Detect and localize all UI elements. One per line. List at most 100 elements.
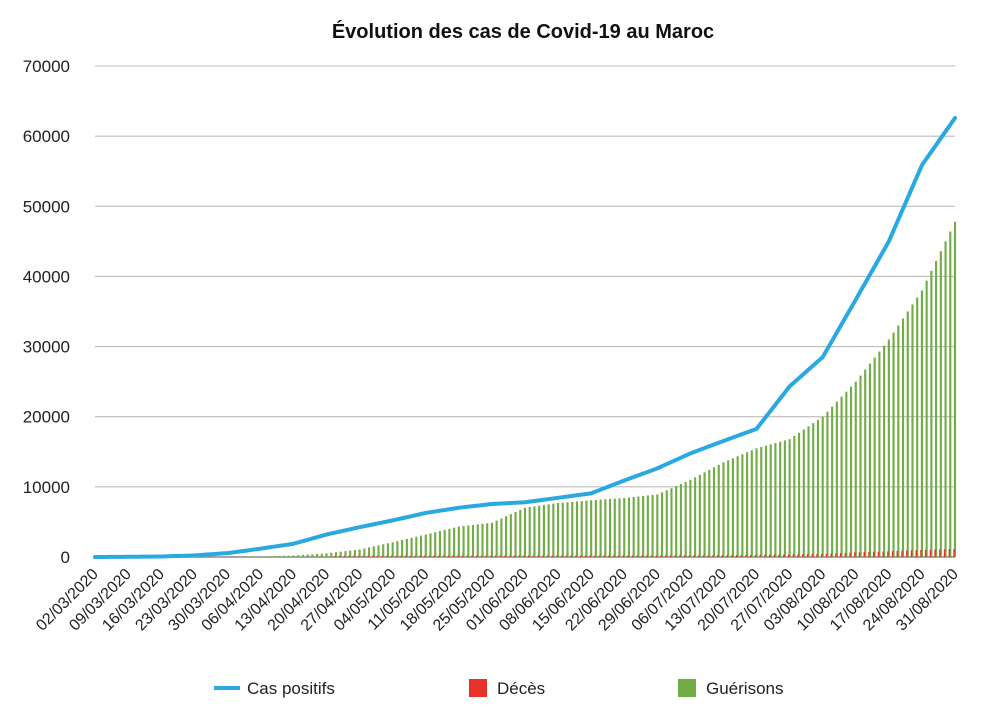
deces-bar [339,555,341,557]
guerisons-bar [325,553,328,557]
y-tick-label: 0 [61,548,70,567]
guerisons-bar [679,484,682,557]
deces-bar [390,555,393,557]
deces-bar [759,554,762,557]
guerisons-bar [594,499,597,557]
deces-bar [395,555,398,557]
deces-bar [891,551,894,557]
guerisons-bar [372,546,375,557]
y-tick-label: 60000 [23,127,70,146]
deces-bar [924,549,927,557]
guerisons-bar [821,416,824,557]
deces-bar [769,554,771,557]
deces-bar [589,555,591,557]
guerisons-bar [486,523,489,557]
guerisons-bar [443,529,446,557]
guerisons-bar [722,462,725,557]
deces-bar [858,552,861,557]
guerisons-bar [287,555,290,557]
deces-bar [551,555,554,557]
deces-bar [887,551,889,557]
deces-bar [457,555,459,557]
deces-bar [863,552,866,557]
guerisons-bar [901,318,905,557]
guerisons-bar [769,444,772,557]
deces-bar [877,551,880,557]
guerisons-bar [330,552,333,557]
guerisons-bar [268,556,271,557]
deces-bar [735,555,738,557]
guerisons-bar [831,406,834,557]
deces-bar [688,555,691,557]
guerisons-bar [741,454,744,557]
deces-bar [570,555,573,557]
guerisons-bar [675,486,678,557]
guerisons-bar [807,426,810,557]
deces-bar [750,555,752,557]
guerisons-bar [840,396,843,557]
guerisons-bar [297,555,300,557]
guerisons-bar [278,555,281,557]
deces-bar [655,555,658,557]
deces-bar [683,555,686,557]
x-axis-ticks: 02/03/202009/03/202016/03/202023/03/2020… [33,566,962,635]
guerisons-bar [528,507,531,557]
deces-bar [778,554,780,557]
deces-bar [844,552,847,557]
deces-bar [674,555,676,557]
deces-bar [910,550,913,557]
guerisons-bar [708,469,711,557]
guerisons-bar [462,525,465,557]
deces-bar [622,555,625,557]
deces-bar [636,555,639,557]
deces-bar [915,550,917,557]
deces-bar [854,552,856,557]
deces-bar [901,550,903,557]
guerisons-bar [438,531,442,557]
guerisons-bar [698,474,701,557]
deces-bar [783,554,785,557]
deces-bar [906,550,908,557]
legend-label-deces: Décès [497,679,545,698]
guerisons-bar [760,446,763,557]
guerisons-bar [434,532,437,557]
guerisons-bar [906,311,909,557]
guerisons-bar [538,505,541,557]
guerisons-bar [476,524,479,557]
guerisons-bar [533,506,536,557]
guerisons-bar [391,542,394,557]
guerisons-bar [316,553,319,557]
deces-bar [367,555,369,557]
y-tick-label: 30000 [23,338,70,357]
guerisons-bar [925,280,928,557]
guerisons-bar [396,541,399,557]
deces-bar [731,555,733,557]
guerisons-bars [249,221,957,558]
guerisons-bar [495,520,498,557]
deces-bar [707,555,710,557]
deces-bar [920,549,922,557]
deces-bar [953,548,955,557]
guerisons-bar [660,492,664,557]
guerisons-bar [916,297,919,557]
deces-bar [896,550,899,557]
cas-positifs-line [93,115,957,559]
guerisons-bar [878,351,881,557]
deces-bar [646,555,648,557]
guerisons-bar [311,554,314,557]
deces-bar [929,549,932,557]
guerisons-bar [547,504,550,557]
deces-bar [773,554,776,557]
guerisons-bar [334,552,338,557]
guerisons-bar [599,499,602,557]
guerisons-bar [812,423,815,557]
deces-bar [792,554,795,557]
guerisons-bar [301,554,304,557]
deces-bar [802,554,804,557]
legend: Cas positifs Décès Guérisons [214,679,783,698]
deces-bar [702,555,705,557]
deces-bar [868,551,870,557]
guerisons-bar [552,503,555,557]
deces-bar [797,554,799,557]
